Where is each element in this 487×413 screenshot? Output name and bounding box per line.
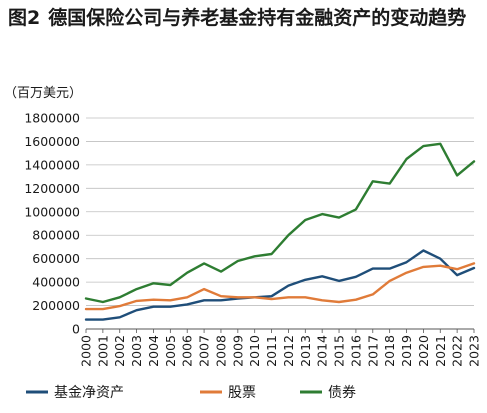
x-tick-label: 2000: [79, 335, 94, 367]
series-line-1: [84, 249, 476, 321]
y-tick-label: 800000: [32, 228, 80, 243]
x-tick-label: 2003: [129, 335, 144, 367]
series-lines: [84, 142, 476, 321]
x-tick-label: 2009: [230, 335, 245, 367]
x-tick-label: 2004: [146, 335, 161, 367]
x-tick-label: 2005: [163, 335, 178, 367]
line-chart: （百万美元） 0 200000 400000 600000 800000 1000000 1…: [4, 86, 482, 401]
chart-container: （百万美元） 0 200000 400000 600000 800000 1000000 1…: [0, 78, 487, 409]
figure-number: 图2: [8, 7, 41, 29]
legend-label-1: 基金净资产: [54, 384, 124, 401]
x-tick-label: 2012: [281, 335, 296, 367]
x-tick-label: 2014: [315, 335, 330, 367]
x-tick-label: 2008: [213, 335, 228, 367]
y-axis-unit-label: （百万美元）: [4, 86, 82, 101]
x-tick-label: 2006: [180, 335, 195, 367]
x-tick-label: 2016: [348, 335, 363, 367]
gridlines: [86, 117, 474, 330]
y-tick-label: 1600000: [24, 134, 80, 149]
x-tick-label: 2010: [247, 335, 262, 367]
figure-title: 图2 德国保险公司与养老基金持有金融资产的变动趋势: [8, 6, 480, 31]
y-tick-label: 1800000: [24, 111, 80, 126]
legend-label-2: 股票: [228, 385, 256, 401]
x-axis-ticks: 2000 2001 2002 2003 2004 2005 2006 2007 2008 2009…: [79, 329, 482, 367]
x-tick-label: 2023: [467, 335, 482, 367]
x-tick-label: 2007: [197, 335, 212, 367]
series-line-3: [84, 142, 476, 304]
y-tick-label: 600000: [32, 251, 80, 266]
x-tick-label: 2018: [382, 335, 397, 367]
x-tick-label: 2011: [264, 335, 279, 367]
x-tick-label: 2021: [433, 335, 448, 367]
y-tick-label: 1000000: [24, 204, 80, 219]
x-tick-label: 2015: [332, 335, 347, 367]
x-tick-label: 2002: [112, 335, 127, 367]
y-tick-label: 200000: [32, 298, 80, 313]
x-tick-label: 2022: [450, 335, 465, 367]
x-tick-label: 2017: [365, 335, 380, 367]
figure-title-text: 德国保险公司与养老基金持有金融资产的变动趋势: [48, 7, 467, 29]
y-tick-label: 1400000: [24, 157, 80, 172]
x-tick-label: 2013: [298, 335, 313, 367]
x-tick-label: 2001: [95, 335, 110, 367]
y-tick-label: 1200000: [24, 181, 80, 196]
x-tick-label: 2020: [416, 335, 431, 367]
y-tick-label: 0: [72, 322, 80, 337]
legend: 基金净资产 股票 债券: [26, 384, 356, 401]
series-line-2: [84, 262, 476, 311]
legend-label-3: 债券: [328, 385, 356, 401]
y-tick-label: 400000: [32, 275, 80, 290]
y-axis-ticks: 0 200000 400000 600000 800000 1000000 1200000 1…: [24, 111, 80, 337]
x-tick-label: 2019: [399, 335, 414, 367]
